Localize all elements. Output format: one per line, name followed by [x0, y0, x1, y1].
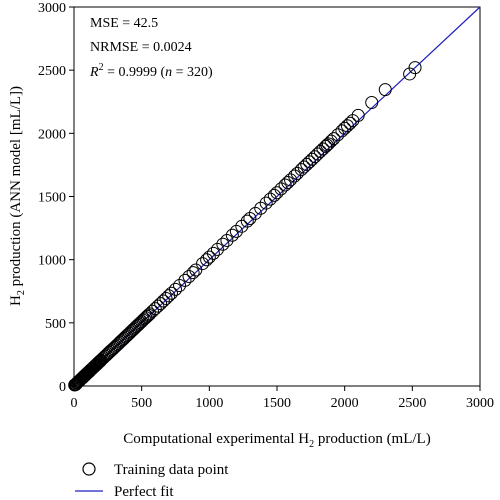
x-axis-label-post: production (mL/L) — [314, 431, 431, 447]
data-point — [311, 147, 325, 161]
data-point — [346, 114, 360, 128]
stats-annotation: MSE = 42.5 NRMSE = 0.0024 R2 = 0.9999 (n… — [89, 16, 213, 80]
data-point — [164, 286, 178, 300]
plot-area — [68, 6, 481, 392]
data-point — [137, 312, 151, 326]
data-point — [216, 237, 230, 251]
y-axis-ticks: 0 500 1000 1500 2000 2500 3000 — [38, 1, 74, 395]
data-point — [351, 108, 365, 122]
legend: Training data point Perfect fit — [75, 462, 229, 500]
data-point — [243, 211, 257, 225]
data-point — [206, 246, 220, 260]
x-tick-label: 500 — [131, 396, 152, 411]
data-point — [316, 142, 330, 156]
y-tick-label: 1000 — [38, 254, 66, 269]
r2-superscript: 2 — [99, 62, 104, 73]
data-point — [343, 116, 357, 130]
data-point — [378, 83, 392, 97]
data-point — [210, 242, 224, 256]
data-point — [240, 214, 254, 228]
data-point — [294, 163, 308, 177]
data-point — [220, 233, 234, 247]
legend-marker-training — [82, 462, 96, 476]
r2-symbol: R — [89, 65, 99, 80]
y-tick-label: 500 — [45, 317, 66, 332]
data-point — [340, 119, 354, 133]
data-point — [159, 291, 173, 305]
x-tick-label: 2000 — [331, 396, 359, 411]
data-point — [308, 150, 322, 164]
data-point — [151, 299, 165, 313]
legend-label-perfect-fit: Perfect fit — [114, 484, 174, 500]
x-tick-label: 2500 — [398, 396, 426, 411]
data-point — [173, 279, 187, 293]
y-tick-label: 3000 — [38, 1, 66, 16]
data-point — [321, 137, 335, 151]
data-point — [270, 186, 284, 200]
x-tick-label: 0 — [71, 396, 78, 411]
data-point — [248, 206, 262, 220]
y-tick-label: 0 — [59, 380, 66, 395]
data-point — [335, 124, 349, 138]
y-axis-label-post: production (ANN model [mL/L]) — [8, 86, 24, 290]
data-point — [178, 273, 192, 287]
data-point — [169, 282, 182, 296]
data-point — [156, 294, 170, 308]
data-point — [148, 302, 162, 316]
data-point — [365, 96, 379, 110]
x-tick-label: 3000 — [466, 396, 494, 411]
data-point — [117, 331, 131, 345]
x-axis-label-sub: 2 — [309, 439, 314, 450]
data-point — [202, 250, 216, 264]
data-point — [112, 337, 126, 351]
data-point — [408, 61, 422, 75]
perfect-fit-line-layer — [73, 6, 481, 387]
data-point — [297, 160, 311, 174]
legend-label-training: Training data point — [114, 462, 229, 478]
data-point — [229, 224, 243, 238]
mse-annotation: MSE = 42.5 — [90, 16, 158, 31]
x-tick-label: 1500 — [263, 396, 291, 411]
data-point — [319, 139, 333, 153]
y-tick-label: 1500 — [38, 191, 66, 206]
perfect-fit-line — [73, 6, 481, 387]
data-point — [225, 228, 239, 242]
n-value: = 320) — [172, 65, 213, 80]
data-point — [145, 304, 159, 318]
data-point — [305, 152, 319, 166]
data-point — [186, 266, 200, 280]
data-point — [259, 196, 273, 210]
nrmse-annotation: NRMSE = 0.0024 — [90, 40, 192, 55]
x-axis-label: Computational experimental H2 production… — [123, 431, 430, 450]
data-point — [235, 219, 249, 233]
data-point — [143, 307, 157, 321]
r2-annotation: R2 = 0.9999 (n = 320) — [89, 62, 213, 80]
data-point — [122, 326, 136, 340]
data-point — [327, 132, 341, 146]
y-axis-label-sub: 2 — [16, 290, 27, 295]
data-point — [140, 309, 154, 323]
data-points-layer — [68, 61, 422, 392]
data-point — [254, 201, 268, 215]
y-axis-label-pre: H — [8, 295, 24, 306]
data-point — [300, 157, 314, 171]
data-point — [338, 121, 352, 135]
data-point — [154, 297, 168, 311]
y-axis-label: H2 production (ANN model [mL/L]) — [8, 86, 27, 306]
data-point — [302, 155, 316, 169]
y-tick-label: 2000 — [38, 127, 66, 142]
y-tick-label: 2500 — [38, 64, 66, 79]
x-axis-ticks: 0 500 1000 1500 2000 2500 3000 — [71, 386, 494, 411]
x-axis-label-pre: Computational experimental H — [123, 431, 309, 447]
x-tick-label: 1000 — [195, 396, 223, 411]
data-point — [278, 178, 292, 192]
r2-value: = 0.9999 ( — [104, 65, 166, 80]
n-symbol: n — [165, 65, 172, 80]
